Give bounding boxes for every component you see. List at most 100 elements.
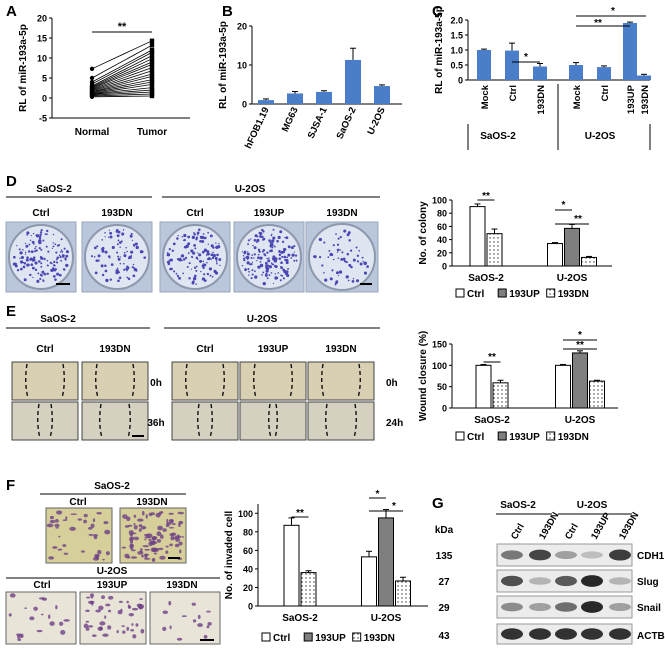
D-colony <box>58 244 61 247</box>
F-invaded-cell <box>156 531 162 537</box>
D-colony <box>248 270 250 273</box>
D-ytick-label: 0 <box>442 262 447 272</box>
F-invaded-cell <box>133 523 136 526</box>
A-ytick-label: 10 <box>37 54 47 64</box>
D-legend-swatch <box>546 288 556 298</box>
A-tumor-point <box>149 68 155 73</box>
E-wound-tile <box>171 361 239 401</box>
D-colony <box>181 235 184 238</box>
F-ytick-label: 60 <box>243 546 253 556</box>
F-invaded-cell <box>20 633 24 639</box>
D-colony <box>207 257 211 261</box>
G-protein-label: CDH1 <box>637 551 665 562</box>
F-invaded-cell <box>107 625 112 630</box>
D-colony <box>335 233 337 235</box>
D-colony <box>175 272 178 275</box>
D-colony <box>274 276 278 280</box>
D-colony <box>126 250 128 253</box>
A-pair-line <box>91 55 153 87</box>
D-colony <box>271 239 275 243</box>
F-legend-label: 193DN <box>364 633 395 644</box>
D-bar-193DN <box>581 256 597 267</box>
D-colony <box>209 274 212 277</box>
F-invaded-cell <box>87 625 94 628</box>
D-colony <box>142 250 144 253</box>
D-colony <box>22 265 26 269</box>
G-kda-title: kDa <box>435 525 454 536</box>
E-wound-edge <box>325 403 329 439</box>
D-colony <box>19 260 24 264</box>
D-colony <box>196 234 199 236</box>
E-wound-edge <box>197 403 201 439</box>
C-sig-label: * <box>524 52 528 63</box>
F-sig-label: * <box>376 489 380 500</box>
D-legend-label: 193DN <box>558 289 589 300</box>
F-invaded-cell <box>56 510 63 515</box>
D-colony <box>216 261 218 263</box>
D-colony <box>116 251 119 254</box>
D-colony <box>265 274 268 277</box>
D-colony <box>38 246 41 250</box>
F-invaded-cell <box>91 602 94 606</box>
A-pair-line <box>91 79 153 93</box>
D-colony <box>32 276 34 279</box>
C-group-label: U-2OS <box>585 131 616 142</box>
D-colony <box>257 248 261 252</box>
D-colony <box>206 252 210 256</box>
A-ytick-label: 20 <box>37 14 47 24</box>
D-colony <box>40 265 43 268</box>
D-colony <box>135 245 139 250</box>
F-img-label: 193DN <box>136 497 167 508</box>
F-invaded-cell <box>85 609 90 613</box>
F-invaded-cell <box>104 615 107 619</box>
D-colony <box>135 269 138 272</box>
D-colony <box>64 258 67 261</box>
E-bar-Ctrl <box>555 364 571 409</box>
D-colony <box>117 257 121 261</box>
D-colony <box>331 269 334 272</box>
A-tumor-point <box>149 85 155 90</box>
D-colony <box>261 238 264 241</box>
D-colony <box>215 260 218 262</box>
D-colony <box>168 247 171 251</box>
F-invaded-cell <box>127 556 131 559</box>
D-colony <box>336 243 340 246</box>
D-colony <box>270 272 273 274</box>
D-colony <box>253 257 255 259</box>
E-wound-tile <box>239 361 307 401</box>
G-protein-label: Slug <box>637 577 659 588</box>
E-sig-label: ** <box>576 340 584 351</box>
D-colony <box>26 256 29 259</box>
D-colony <box>30 234 32 237</box>
D-colony <box>213 254 215 256</box>
panel-label-B: B <box>222 3 233 20</box>
D-colony <box>40 248 43 251</box>
B-bar <box>287 93 303 104</box>
D-colony <box>203 248 208 252</box>
F-invaded-cell <box>203 634 208 639</box>
E-wound-tile <box>171 401 239 441</box>
D-colony <box>346 233 350 237</box>
F-invaded-cell <box>38 597 46 600</box>
G-band <box>529 628 551 640</box>
D-colony <box>102 249 105 252</box>
F-invaded-cell <box>141 554 144 558</box>
F-invaded-cell <box>108 595 114 600</box>
D-colony <box>278 250 281 253</box>
E-wound-edge <box>353 403 357 439</box>
D-colony <box>250 277 253 280</box>
D-colony <box>188 262 191 265</box>
A-tumor-point <box>149 43 155 48</box>
A-xtick-label: Tumor <box>137 127 167 138</box>
D-colony <box>247 267 250 271</box>
F-invaded-cell <box>8 613 12 617</box>
D-colony <box>39 231 43 234</box>
D-colony <box>93 256 96 258</box>
F-invaded-cell <box>95 609 101 613</box>
D-colony <box>16 268 20 272</box>
F-invaded-cell <box>46 523 54 528</box>
D-img-label: 193DN <box>101 208 132 219</box>
D-colony <box>216 253 219 257</box>
D-colony <box>256 259 258 262</box>
F-invaded-cell <box>60 630 66 635</box>
